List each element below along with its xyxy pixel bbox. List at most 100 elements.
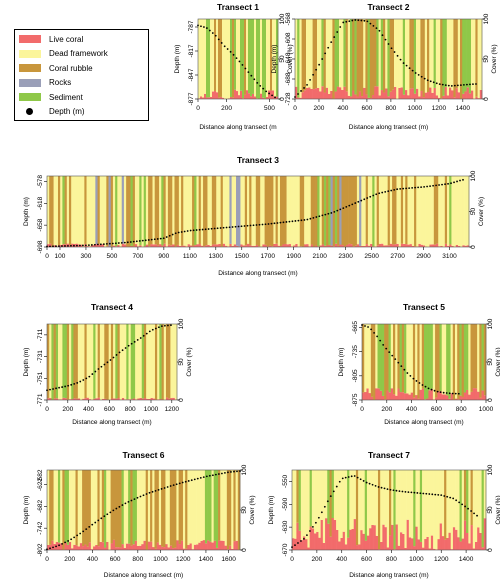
depth-point [419, 492, 422, 495]
depth-point [85, 377, 88, 380]
cover-bar-sediment [262, 19, 265, 98]
cover-bar-live-coral [139, 245, 142, 247]
cover-bar-sediment [62, 324, 65, 398]
depth-point [70, 383, 73, 386]
cover-bar-live-coral [95, 398, 98, 400]
cover-bar-dead-framework [292, 470, 295, 539]
cover-bar-coral-rubble [337, 176, 340, 246]
cover-bar-sediment [64, 470, 68, 543]
cover-bar-rocks [238, 176, 241, 247]
cover-bar-dead-framework [432, 324, 436, 400]
cover-bar-dead-framework [426, 470, 429, 537]
cover-bar-dead-framework [210, 19, 213, 97]
cover-bar-dead-framework [99, 324, 103, 400]
cover-bar-live-coral [421, 388, 425, 400]
cover-bar-coral-rubble [433, 176, 437, 245]
cover-bar-dead-framework [254, 19, 257, 97]
cover-bar-dead-framework [288, 176, 292, 245]
cover-bar-live-coral [240, 244, 243, 247]
depth-tick-label: -698 [37, 240, 44, 253]
cover-bar-live-coral [88, 399, 92, 400]
cover-bar-dead-framework [196, 176, 199, 245]
cover-bar-dead-framework [106, 470, 109, 542]
cover-bar-live-coral [341, 89, 344, 99]
depth-point [410, 491, 413, 494]
cover-bar-dead-framework [228, 19, 231, 99]
x-tick-label: 200 [311, 556, 322, 563]
cover-bar-dead-framework [163, 324, 167, 400]
cover-bar-live-coral [295, 243, 298, 247]
cover-bar-coral-rubble [312, 176, 316, 247]
depth-point [270, 222, 273, 225]
cover-bar-dead-framework [240, 176, 243, 245]
depth-point [49, 245, 51, 248]
cover-bar-live-coral [474, 541, 478, 550]
cover-bar-coral-rubble [88, 470, 92, 543]
cover-bars [295, 19, 483, 99]
depth-point [82, 530, 85, 533]
depth-point [114, 242, 117, 245]
cover-tick-label: 50 [470, 208, 477, 216]
depth-tick-label: -618 [37, 196, 44, 209]
cover-bar-dead-framework [189, 176, 193, 246]
depth-point [467, 507, 469, 510]
cover-bar-dead-framework [200, 176, 204, 246]
depth-point [476, 514, 478, 517]
x-tick-label: 500 [264, 105, 275, 112]
depth-point [342, 21, 345, 24]
cover-bar-live-coral [448, 532, 452, 550]
cover-bar-coral-rubble [161, 470, 164, 547]
transect-panel-7: Transect 70 200 400 600 800 1000 1200 1400Dista… [268, 450, 500, 579]
depth-point [154, 327, 157, 330]
cover-bar-dead-framework [113, 324, 116, 399]
cover-bar-live-coral [273, 243, 276, 247]
depth-point [327, 212, 330, 215]
cover-bar-live-coral [408, 537, 412, 550]
depth-point [112, 356, 115, 359]
cover-bar-dead-framework [447, 176, 450, 246]
depth-point [147, 239, 150, 241]
cover-bar-sediment [464, 19, 467, 92]
cover-bar-live-coral [62, 397, 65, 400]
depth-point [326, 500, 329, 503]
cover-bar-live-coral [254, 96, 257, 99]
cover-bar-live-coral [389, 535, 392, 550]
depth-point [380, 486, 383, 489]
depth-point [420, 186, 423, 189]
cover-bar-live-coral [90, 549, 94, 550]
cover-bar-coral-rubble [244, 176, 248, 246]
cover-bar-live-coral [178, 544, 182, 550]
cover-bar-sediment [242, 19, 245, 99]
cover-bar-live-coral [230, 96, 233, 99]
depth-point [411, 186, 414, 189]
cover-bar-live-coral [189, 245, 193, 247]
cover-bar-live-coral [121, 397, 125, 400]
cover-bar-live-coral [198, 243, 202, 247]
depth-point [306, 534, 308, 537]
depth-point [438, 184, 440, 186]
cover-bar-live-coral [71, 399, 74, 400]
cover-bar-live-coral [379, 390, 383, 400]
depth-point [282, 221, 285, 224]
cover-bar-live-coral [235, 540, 239, 550]
cover-bar-live-coral [115, 246, 118, 247]
cover-bar-live-coral [216, 92, 219, 99]
depth-point [323, 505, 326, 508]
cover-bar-live-coral [483, 395, 487, 400]
cover-bar-live-coral [275, 243, 279, 247]
cover-bar-coral-rubble [150, 470, 153, 542]
cover-bar-sediment [459, 324, 462, 396]
depth-point [285, 221, 288, 223]
x-tick-label: 600 [361, 556, 372, 563]
cover-bar-live-coral [474, 388, 478, 400]
cover-bar-dead-framework [191, 470, 195, 550]
x-tick-label: 400 [338, 105, 349, 112]
depth-point [201, 228, 204, 231]
cover-bar-live-coral [376, 245, 380, 247]
cover-bar-dead-framework [305, 470, 308, 540]
depth-point [79, 380, 82, 383]
depth-point [336, 31, 339, 33]
depth-point [177, 231, 180, 234]
depth-point [168, 234, 171, 237]
